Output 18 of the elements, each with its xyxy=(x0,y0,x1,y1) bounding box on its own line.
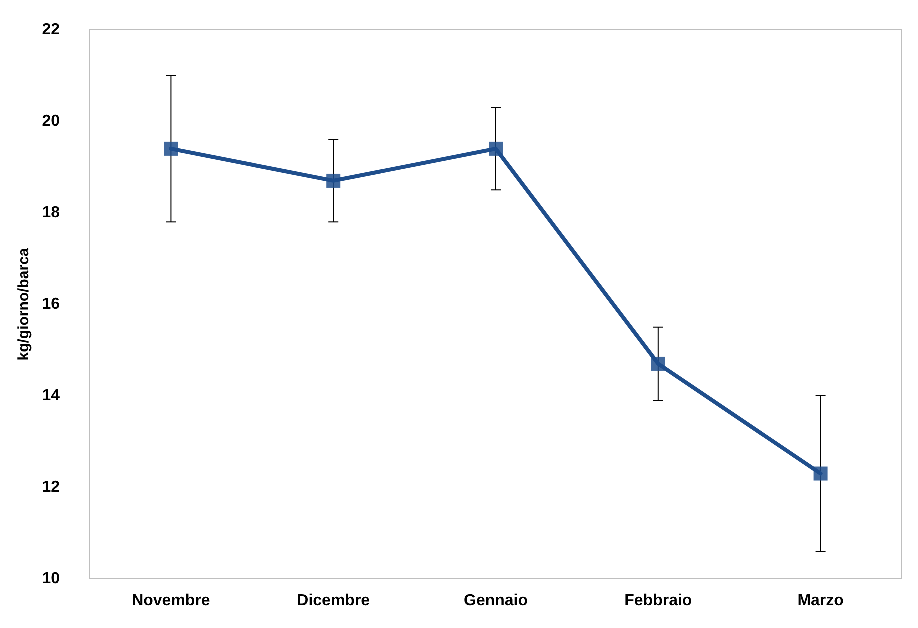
point xyxy=(814,466,828,481)
y-tick-label: 22 xyxy=(42,22,60,38)
point xyxy=(326,174,341,188)
y-tick-label: 10 xyxy=(42,570,60,588)
point xyxy=(489,142,503,156)
y-axis-title: kg/giorno/barca xyxy=(15,248,32,361)
x-tick-label: Febbraio xyxy=(624,592,692,610)
point xyxy=(651,356,666,371)
x-tick-label: Dicembre xyxy=(297,592,370,610)
y-tick-label: 12 xyxy=(42,479,60,496)
y-tick-label: 18 xyxy=(42,204,60,222)
point xyxy=(164,142,178,156)
y-tick-label: 20 xyxy=(42,113,60,130)
x-tick-label: Marzo xyxy=(798,592,844,610)
x-tick-label: Gennaio xyxy=(464,592,528,610)
y-tick-label: 14 xyxy=(42,388,60,404)
x-tick-label: Novembre xyxy=(132,592,210,610)
y-tick-label: 16 xyxy=(42,296,60,313)
